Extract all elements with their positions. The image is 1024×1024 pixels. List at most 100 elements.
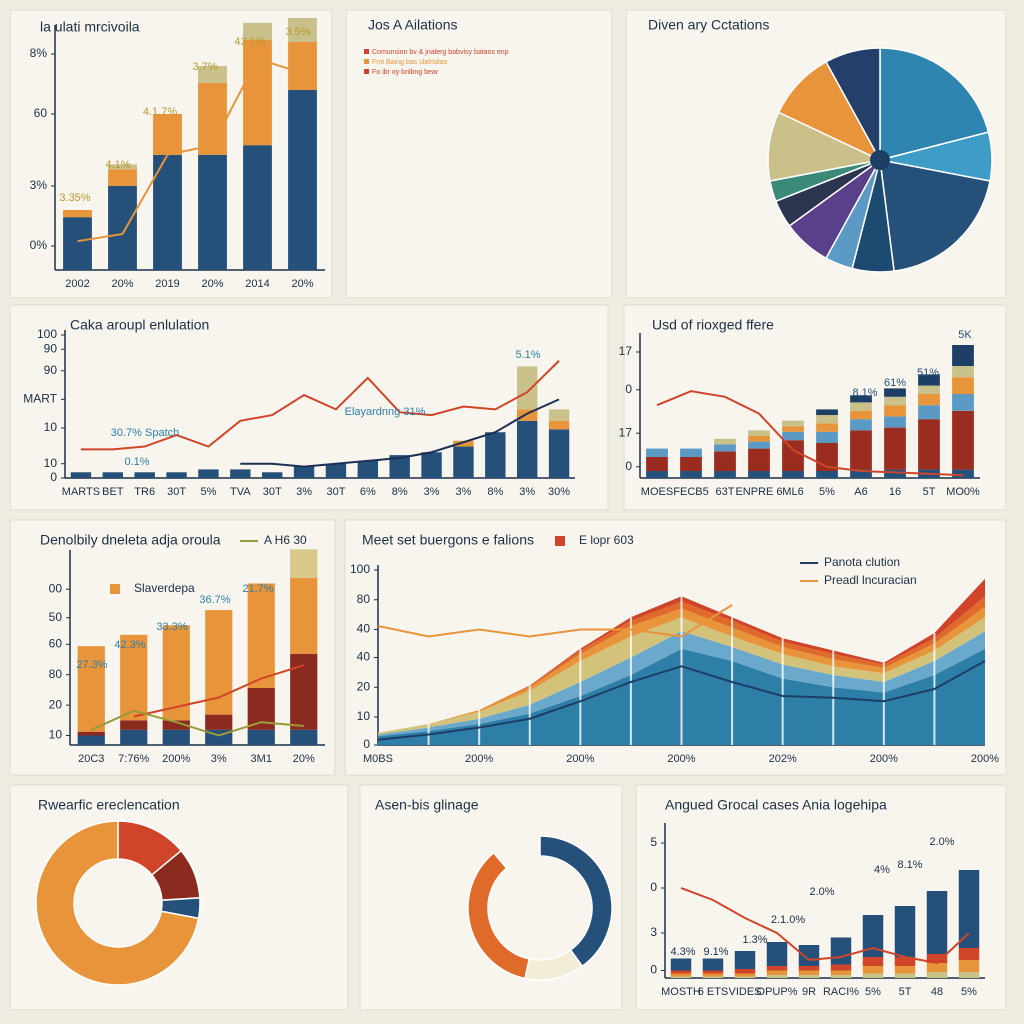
annotation: 42.3% <box>114 639 145 651</box>
slice <box>879 159 991 272</box>
bar <box>120 720 148 730</box>
bar <box>153 114 182 155</box>
y-tick-label: 0 <box>625 382 632 396</box>
bar <box>782 440 804 471</box>
x-tick-label: MOSTH <box>661 986 701 998</box>
line <box>680 887 970 965</box>
bar <box>918 385 940 394</box>
bar <box>153 154 182 270</box>
bar <box>830 970 852 975</box>
annotation: 2.0% <box>929 836 954 848</box>
x-tick-label: TVA <box>230 486 251 498</box>
bar <box>453 440 474 447</box>
bar <box>894 966 916 974</box>
annotation: 21.7% <box>242 583 273 595</box>
y-tick-label: 3% <box>30 178 48 192</box>
x-tick-label: 5% <box>200 486 216 498</box>
legend-swatch <box>364 49 369 54</box>
bar <box>862 973 884 978</box>
bar <box>357 460 379 478</box>
y-tick-label: 20 <box>49 697 63 711</box>
x-tick-label: OPUP% <box>757 986 798 998</box>
x-tick-label: 8% <box>487 486 503 498</box>
bar <box>421 452 442 478</box>
bar <box>862 957 884 966</box>
x-tick-label: 200% <box>870 753 898 765</box>
y-tick-label: 20 <box>357 679 371 693</box>
annotation: 30.7% Spatch <box>111 427 180 439</box>
y-tick-label: 60 <box>34 106 48 120</box>
bar <box>102 472 124 478</box>
bar <box>198 154 227 270</box>
bar <box>766 966 788 971</box>
bar <box>261 472 283 478</box>
bar <box>288 90 317 270</box>
annotation: 3.7% <box>192 61 217 73</box>
x-tick-label: ENPRE 6 <box>735 486 782 498</box>
x-tick-label: 20% <box>111 278 133 290</box>
y-tick-label: 0 <box>625 459 632 473</box>
bar <box>884 469 906 478</box>
bar <box>670 970 692 974</box>
x-tick-label: 2002 <box>65 278 89 290</box>
annotation: 4% <box>874 864 890 876</box>
x-tick-label: 30T <box>326 486 345 498</box>
bar <box>714 444 736 452</box>
bar <box>884 388 906 397</box>
x-tick-label: 20% <box>293 753 315 765</box>
bar <box>952 377 974 394</box>
x-tick-label: 7:76% <box>118 753 149 765</box>
y-tick-label: 40 <box>357 650 371 664</box>
x-tick-label: 3% <box>424 486 440 498</box>
bar <box>290 653 318 730</box>
y-tick-label: 5 <box>650 835 657 849</box>
bar <box>670 973 692 977</box>
slice <box>825 47 881 161</box>
annotation: Elayardnng 31% <box>345 406 426 418</box>
bar <box>850 469 872 478</box>
bar <box>243 145 272 270</box>
bar <box>108 186 137 270</box>
slice <box>467 851 531 980</box>
legend-label: Panota clution <box>824 555 900 569</box>
panel-title: Diven ary Cctations <box>648 17 769 33</box>
bar <box>850 430 872 470</box>
bar <box>702 970 724 974</box>
bar <box>288 18 317 42</box>
bar <box>293 466 315 478</box>
annotation: 8.1% <box>852 387 877 399</box>
annotation: 27.3% <box>76 659 107 671</box>
panel-title: Angued Grocal cases Ania logehipa <box>665 797 887 813</box>
bar <box>748 430 770 436</box>
legend-swatch <box>555 536 565 546</box>
bar <box>646 457 668 471</box>
y-tick-label: 00 <box>49 581 63 595</box>
annotation: 0.1% <box>124 456 149 468</box>
bar <box>516 420 538 478</box>
bar <box>162 720 190 730</box>
bar <box>548 409 570 421</box>
line <box>377 660 986 741</box>
bar <box>798 945 820 966</box>
bar <box>830 975 852 978</box>
y-tick-label: 10 <box>44 420 58 434</box>
bar <box>766 970 788 975</box>
bar <box>918 394 940 406</box>
bar <box>77 646 105 732</box>
bar <box>748 471 770 478</box>
legend-swatch <box>110 584 120 594</box>
line <box>80 360 560 451</box>
y-tick-label: 17 <box>619 425 633 439</box>
bar <box>884 396 906 406</box>
bar <box>816 423 838 432</box>
annotation: 1.3% <box>742 934 767 946</box>
bar <box>952 345 974 366</box>
y-tick-label: 100 <box>37 327 57 341</box>
bar <box>918 374 940 386</box>
x-tick-label: 200% <box>667 753 695 765</box>
x-tick-label: MO0% <box>946 486 980 498</box>
bar <box>952 394 974 411</box>
bar <box>952 469 974 478</box>
legend-label: Preadl lncuracian <box>824 573 917 587</box>
